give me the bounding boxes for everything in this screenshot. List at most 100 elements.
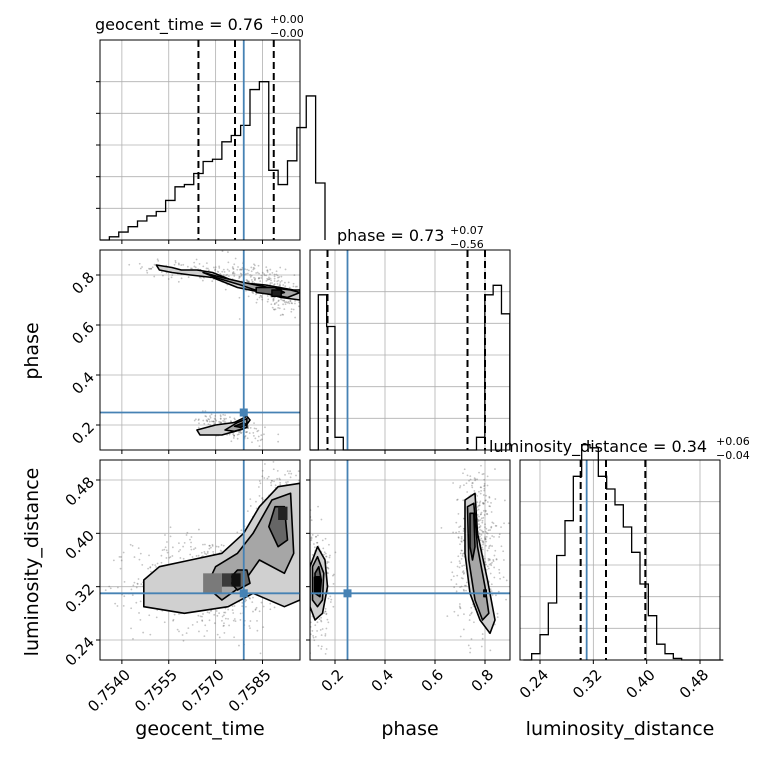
sample-point	[495, 558, 498, 561]
sample-point	[493, 576, 496, 579]
sample-point	[246, 437, 249, 440]
sample-point	[197, 614, 200, 617]
sample-point	[166, 551, 169, 554]
sample-point	[210, 413, 213, 416]
sample-point	[279, 314, 282, 317]
panel-frame	[309, 459, 511, 661]
sample-point	[297, 305, 300, 308]
sample-point	[218, 267, 221, 269]
sample-point	[209, 415, 211, 417]
sample-point	[326, 571, 329, 574]
sample-point	[253, 422, 255, 425]
sample-point	[486, 484, 489, 487]
xtick-label-phase-1: 0.4	[368, 666, 398, 696]
sample-point	[227, 608, 230, 611]
density-block-0	[313, 576, 320, 594]
sample-point	[202, 613, 204, 615]
sample-point	[494, 549, 497, 552]
ytick-label-phase-0: 0.2	[68, 418, 98, 448]
sample-point	[251, 601, 254, 604]
sample-point	[217, 545, 220, 548]
sample-point	[471, 484, 473, 487]
sample-point	[491, 561, 493, 564]
sample-point	[478, 504, 481, 507]
sample-point	[334, 551, 337, 554]
sample-point	[493, 623, 496, 626]
sample-point	[459, 607, 462, 610]
sample-point	[273, 606, 276, 609]
sample-point	[206, 420, 209, 423]
sample-point	[190, 267, 192, 270]
sample-point	[200, 276, 202, 279]
sample-point	[492, 558, 495, 561]
sample-point	[139, 267, 142, 270]
sample-point	[253, 427, 256, 430]
sample-point	[284, 268, 287, 271]
sample-point	[182, 263, 185, 266]
sample-point	[280, 298, 282, 301]
sample-point	[282, 303, 284, 306]
sample-point	[213, 613, 216, 616]
sample-point	[193, 265, 196, 268]
sample-point	[279, 483, 282, 486]
sample-point	[283, 300, 285, 302]
sample-point	[478, 515, 480, 518]
sample-point	[471, 482, 474, 484]
sample-point	[265, 280, 268, 282]
sample-point	[329, 595, 332, 598]
sample-point	[247, 295, 250, 298]
sample-point	[272, 297, 275, 299]
sample-point	[286, 481, 289, 483]
sample-point	[206, 611, 209, 614]
sample-point	[281, 313, 284, 316]
sample-point	[234, 257, 237, 260]
sample-point	[266, 477, 269, 480]
sample-point	[261, 271, 264, 274]
sample-point	[253, 276, 255, 279]
sample-point	[185, 632, 188, 635]
sample-point	[446, 615, 449, 618]
sample-point	[133, 581, 136, 584]
sample-point	[273, 283, 276, 285]
sample-point	[194, 418, 197, 421]
sample-point	[219, 415, 222, 418]
sample-point	[249, 274, 252, 276]
sample-point	[487, 529, 490, 532]
sample-point	[272, 298, 275, 301]
sample-point	[207, 423, 210, 426]
sample-point	[231, 609, 234, 611]
sample-point	[483, 478, 486, 481]
sample-point	[246, 510, 249, 513]
sample-point	[259, 652, 262, 655]
sample-point	[312, 634, 314, 637]
sample-point	[174, 261, 177, 264]
sample-point	[479, 525, 482, 527]
sample-point	[495, 558, 498, 560]
sample-point	[258, 272, 260, 275]
sample-point	[203, 635, 206, 638]
sample-point	[104, 589, 107, 592]
sample-point	[329, 572, 331, 574]
sample-point	[498, 536, 501, 538]
sample-point	[258, 480, 261, 482]
sample-point	[257, 486, 260, 488]
sample-point	[325, 613, 328, 616]
sample-point	[251, 280, 254, 283]
sample-point	[252, 596, 254, 599]
sample-point	[481, 519, 484, 522]
sample-point	[476, 501, 479, 504]
sample-point	[480, 517, 483, 520]
sample-point	[249, 505, 252, 507]
sample-point	[488, 495, 491, 498]
sample-point	[484, 499, 487, 502]
sample-point	[239, 619, 242, 621]
sample-point	[220, 248, 222, 250]
sample-point	[481, 633, 484, 635]
sample-point	[230, 420, 232, 422]
sample-point	[219, 549, 222, 552]
sample-point	[477, 520, 480, 523]
sample-point	[478, 662, 480, 664]
sample-point	[285, 301, 288, 303]
xtick-label-luminosity-distance-1: 0.32	[569, 666, 605, 702]
sample-point	[463, 613, 465, 616]
